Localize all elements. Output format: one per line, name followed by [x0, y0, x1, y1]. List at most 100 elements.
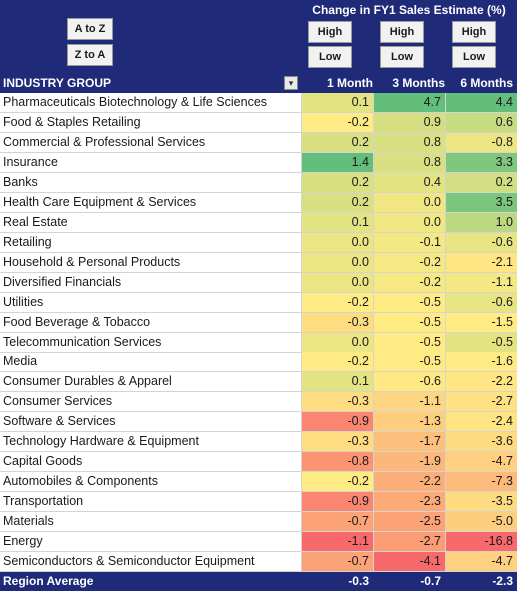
industry-group-name: Pharmaceuticals Biotechnology & Life Sci… — [3, 95, 268, 109]
cell-1-month: 1.4 — [301, 152, 373, 172]
cell-6-months: 3.3 — [445, 152, 517, 172]
column-header-row: INDUSTRY GROUP ▾ 1 Month 3 Months 6 Mont… — [0, 74, 517, 93]
cell-1-month: 0.1 — [301, 372, 373, 392]
cell-6-months: -0.8 — [445, 132, 517, 152]
sort-z-to-a-button[interactable]: Z to A — [67, 44, 113, 66]
region-average-row: Region Average -0.3 -0.7 -2.3 — [0, 572, 517, 591]
cell-3-months: -2.2 — [373, 472, 445, 492]
cell-1-month: -0.7 — [301, 552, 373, 572]
cell-3-months: 0.8 — [373, 152, 445, 172]
sort-6m-low-button[interactable]: Low — [452, 46, 496, 68]
industry-group-name: Capital Goods — [3, 454, 83, 469]
cell-1-month: 0.1 — [301, 93, 373, 112]
cell-1-month: -0.7 — [301, 512, 373, 532]
table-row: Real Estate 0.1 0.0 1.0 — [0, 212, 517, 233]
table-row: Diversified Financials 0.0 -0.2 -1.1 — [0, 272, 517, 293]
cell-3-months: -1.3 — [373, 412, 445, 432]
cell-1-month: 0.0 — [301, 252, 373, 272]
cell-3-months: -1.7 — [373, 432, 445, 452]
cell-6-months: -0.6 — [445, 292, 517, 312]
average-3-months: -0.7 — [420, 574, 441, 588]
cell-6-months: -7.3 — [445, 472, 517, 492]
cell-3-months: -0.5 — [373, 332, 445, 352]
cell-3-months: -2.3 — [373, 492, 445, 512]
cell-3-months: -0.2 — [373, 252, 445, 272]
sort-6m-high-button[interactable]: High — [452, 21, 496, 43]
cell-6-months: -5.0 — [445, 512, 517, 532]
cell-6-months: -1.6 — [445, 352, 517, 372]
cell-1-month: -1.1 — [301, 532, 373, 552]
cell-1-month: -0.2 — [301, 292, 373, 312]
header-1-month: 1 Month — [327, 76, 373, 90]
cell-1-month: -0.9 — [301, 492, 373, 512]
table-row: Utilities -0.2 -0.5 -0.6 — [0, 292, 517, 313]
cell-1-month: -0.3 — [301, 432, 373, 452]
cell-6-months: -0.6 — [445, 232, 517, 252]
cell-3-months: -2.5 — [373, 512, 445, 532]
industry-group-name: Media — [3, 354, 38, 369]
cell-1-month: 0.0 — [301, 232, 373, 252]
cell-1-month: -0.3 — [301, 312, 373, 332]
average-1-month: -0.3 — [348, 574, 369, 588]
cell-6-months: -2.2 — [445, 372, 517, 392]
cell-3-months: -0.6 — [373, 372, 445, 392]
cell-1-month: -0.3 — [301, 392, 373, 412]
cell-3-months: 0.0 — [373, 192, 445, 212]
cell-6-months: 0.6 — [445, 112, 517, 132]
cell-1-month: 0.0 — [301, 332, 373, 352]
cell-6-months: 4.4 — [445, 93, 517, 112]
region-average-label: Region Average — [3, 574, 94, 588]
table-row: Banks 0.2 0.4 0.2 — [0, 172, 517, 193]
sort-1m-low-button[interactable]: Low — [308, 46, 352, 68]
header-6-months: 6 Months — [460, 76, 513, 90]
table-row: Commercial & Professional Services 0.2 0.8… — [0, 132, 517, 153]
table-row: Transportation -0.9 -2.3 -3.5 — [0, 492, 517, 513]
cell-3-months: 0.8 — [373, 132, 445, 152]
cell-3-months: 0.4 — [373, 172, 445, 192]
dropdown-filter-icon[interactable]: ▾ — [284, 76, 298, 90]
industry-group-name: Automobiles & Components — [3, 474, 158, 489]
sort-1m-high-button[interactable]: High — [308, 21, 352, 43]
industry-group-name: Insurance — [3, 154, 58, 169]
cell-6-months: -3.6 — [445, 432, 517, 452]
industry-group-name: Telecommunication Services — [3, 334, 162, 349]
cell-3-months: -1.9 — [373, 452, 445, 472]
cell-1-month: -0.9 — [301, 412, 373, 432]
cell-1-month: -0.2 — [301, 352, 373, 372]
table-row: Media -0.2 -0.5 -1.6 — [0, 352, 517, 373]
cell-3-months: -1.1 — [373, 392, 445, 412]
cell-3-months: 4.7 — [373, 93, 445, 112]
industry-group-name: Real Estate — [3, 214, 68, 229]
cell-6-months: -2.7 — [445, 392, 517, 412]
sort-3m-high-button[interactable]: High — [380, 21, 424, 43]
cell-6-months: -4.7 — [445, 452, 517, 472]
cell-3-months: -0.2 — [373, 272, 445, 292]
header-3-months: 3 Months — [392, 76, 445, 90]
table-row: Automobiles & Components -0.2 -2.2 -7.3 — [0, 472, 517, 493]
cell-6-months: -1.1 — [445, 272, 517, 292]
cell-6-months: 3.5 — [445, 192, 517, 212]
cell-3-months: -4.1 — [373, 552, 445, 572]
table-row: Food Beverage & Tobacco -0.3 -0.5 -1.5 — [0, 312, 517, 333]
sort-a-to-z-button[interactable]: A to Z — [67, 18, 113, 40]
table-row: Telecommunication Services 0.0 -0.5 -0.5 — [0, 332, 517, 353]
cell-3-months: -0.5 — [373, 292, 445, 312]
industry-group-name: Materials — [3, 514, 54, 529]
cell-1-month: -0.2 — [301, 472, 373, 492]
sort-controls: A to Z Z to A — [0, 0, 301, 74]
sort-3m-low-button[interactable]: Low — [380, 46, 424, 68]
cell-1-month: -0.8 — [301, 452, 373, 472]
average-6-months: -2.3 — [492, 574, 513, 588]
cell-6-months: -2.4 — [445, 412, 517, 432]
industry-group-name: Consumer Durables & Apparel — [3, 374, 172, 389]
table-row: Consumer Services -0.3 -1.1 -2.7 — [0, 392, 517, 413]
metric-title: Change in FY1 Sales Estimate (%) — [312, 3, 506, 17]
cell-1-month: 0.2 — [301, 172, 373, 192]
cell-6-months: -2.1 — [445, 252, 517, 272]
industry-group-name: Diversified Financials — [3, 274, 122, 289]
cell-6-months: -1.5 — [445, 312, 517, 332]
industry-group-name: Energy — [3, 534, 43, 549]
cell-6-months: -16.8 — [445, 532, 517, 552]
table-row: Capital Goods -0.8 -1.9 -4.7 — [0, 452, 517, 473]
